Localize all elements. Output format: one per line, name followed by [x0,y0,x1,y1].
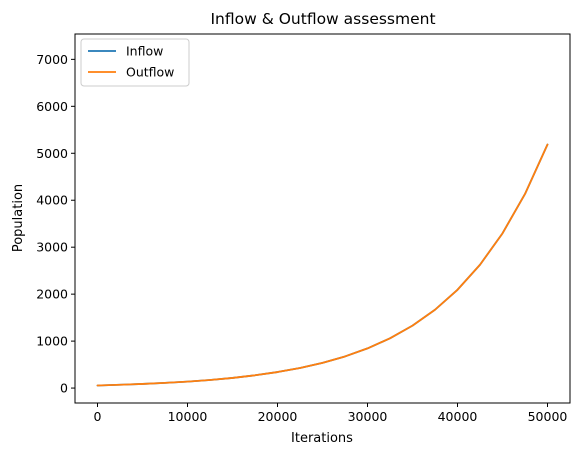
chart-title: Inflow & Outflow assessment [210,10,435,28]
y-tick-label: 4000 [36,193,68,208]
legend-label-inflow: Inflow [126,44,163,59]
series-line-outflow [96,143,549,387]
y-tick-label: 5000 [36,146,68,161]
y-tick-label: 1000 [36,334,68,349]
x-tick-label: 10000 [168,409,208,424]
x-tick-label: 50000 [528,409,568,424]
y-tick-label: 2000 [36,287,68,302]
legend-label-outflow: Outflow [126,65,174,80]
x-tick-label: 30000 [348,409,388,424]
y-tick-label: 6000 [36,99,68,114]
axis-ticks: 0 10000 20000 30000 40000 50000 0 1000 2000 3000 4… [36,52,567,424]
y-tick-label: 0 [60,381,68,396]
y-axis-label: Population [11,184,26,252]
y-tick-label: 3000 [36,240,68,255]
x-tick-label: 40000 [438,409,478,424]
x-tick-label: 0 [94,409,102,424]
legend: Inflow Outflow [80,38,190,87]
axes-frame [74,33,571,404]
x-tick-label: 20000 [258,409,298,424]
x-axis-label: Iterations [291,431,353,446]
y-tick-label: 7000 [36,52,68,67]
plot-area [96,143,549,387]
